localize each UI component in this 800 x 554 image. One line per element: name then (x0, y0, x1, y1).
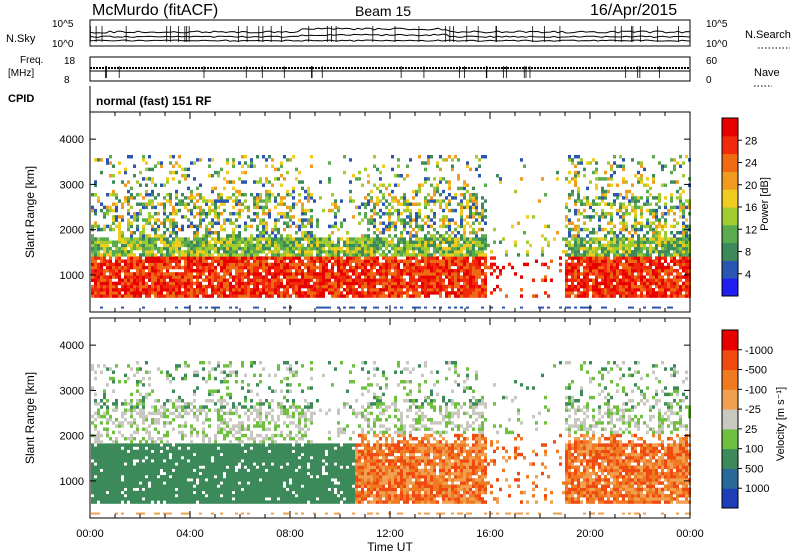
colorbar-tick-label: -100 (745, 384, 767, 396)
freq-panel: Freq. [MHz] 18 8 60 0 Nave (8, 55, 780, 87)
colorbar-tick-label: 100 (745, 444, 763, 456)
x-tick-label: 16:00 (476, 528, 504, 540)
y-tick-label: 1000 (60, 476, 84, 488)
noise-panel: N.Sky 10^5 10^0 10^5 10^0 N.Search (6, 19, 791, 50)
freq-right-tick-bottom: 0 (706, 75, 712, 86)
y-tick-label: 4000 (60, 340, 84, 352)
colorbar-tick-label: 500 (745, 463, 763, 475)
colorbar-tick-label: 12 (745, 224, 757, 236)
power-colorbar-title: Power [dB] (759, 177, 771, 231)
x-tick-label: 00:00 (676, 528, 704, 540)
colorbar-tick-label: 20 (745, 180, 757, 192)
y-tick-label: 2000 (60, 225, 84, 237)
freq-right-tick-top: 60 (706, 56, 718, 67)
velocity-panel: 1000 2000 3000 4000 Slant Range [km] 1000 50… (23, 317, 787, 519)
colorbar-tick-label: 1000 (745, 483, 769, 495)
n-search-label: N.Search (745, 29, 791, 41)
power-ylabel: Slant Range [km] (23, 166, 37, 258)
colorbar-tick-label: 24 (745, 158, 757, 170)
noise-right-tick-top: 10^5 (706, 19, 728, 30)
colorbar-tick-label: 4 (745, 269, 751, 281)
colorbar-tick-label: 28 (745, 135, 757, 147)
y-tick-label: 4000 (60, 134, 84, 146)
freq-label-2: [MHz] (8, 68, 34, 79)
y-tick-label: 2000 (60, 431, 84, 443)
power-panel: 1000 2000 3000 4000 Slant Range [km] 4 8 12 16… (23, 111, 771, 313)
x-axis-label: Time UT (367, 540, 413, 554)
colorbar-tick-label: 25 (745, 424, 757, 436)
noise-right-tick-bottom: 10^0 (706, 39, 728, 50)
x-tick-label: 00:00 (76, 528, 104, 540)
colorbar-tick-label: -1000 (745, 345, 773, 357)
y-tick-label: 1000 (60, 270, 84, 282)
y-tick-label: 3000 (60, 179, 84, 191)
cpid-value: normal (fast) 151 RF (96, 94, 211, 108)
x-tick-label: 08:00 (276, 528, 304, 540)
colorbar-tick-label: -500 (745, 365, 767, 377)
x-tick-label: 04:00 (176, 528, 204, 540)
y-tick-label: 3000 (60, 385, 84, 397)
date-title: 16/Apr/2015 (590, 2, 677, 19)
noise-left-tick-top: 10^5 (52, 19, 74, 30)
x-tick-label: 12:00 (376, 528, 404, 540)
freq-left-tick-top: 18 (64, 56, 76, 67)
freq-left-tick-bottom: 8 (64, 75, 70, 86)
beam-title: Beam 15 (355, 3, 411, 19)
noise-left-tick-bottom: 10^0 (52, 39, 74, 50)
freq-label-1: Freq. (20, 55, 43, 66)
velocity-colorbar-title: Velocity [m s⁻¹] (775, 387, 787, 461)
x-tick-label: 20:00 (576, 528, 604, 540)
n-sky-label: N.Sky (6, 33, 36, 45)
cpid-label: CPID (8, 93, 34, 105)
colorbar-tick-label: 16 (745, 202, 757, 214)
colorbar-tick-label: 8 (745, 247, 751, 259)
colorbar-tick-label: -25 (745, 404, 761, 416)
nave-label: Nave (754, 67, 780, 79)
station-title: McMurdo (fitACF) (92, 2, 218, 19)
velocity-ylabel: Slant Range [km] (23, 372, 37, 464)
